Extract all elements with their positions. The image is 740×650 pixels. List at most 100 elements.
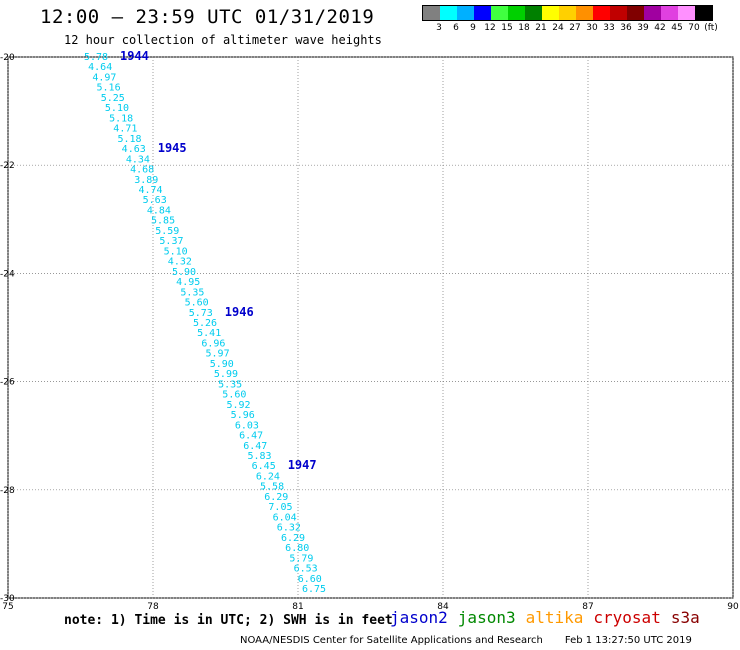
- mission-name: altika: [525, 608, 584, 627]
- wave-height-value: 4.97: [92, 72, 116, 83]
- wave-height-value: 5.26: [193, 318, 217, 329]
- legend-label: 21: [535, 23, 547, 33]
- legend-swatch: [474, 6, 491, 20]
- lon-tick-label: 90: [727, 602, 739, 612]
- wave-height-value: 5.85: [151, 216, 175, 227]
- wave-height-value: 5.83: [247, 451, 271, 462]
- wave-height-value: 5.18: [117, 134, 141, 145]
- wave-height-value: 4.68: [130, 165, 154, 176]
- wave-height-value: 4.64: [88, 62, 112, 73]
- legend-label: 30: [586, 23, 598, 33]
- legend-swatch: [423, 6, 440, 20]
- wave-height-value: 6.47: [239, 431, 263, 442]
- wave-height-value: 5.16: [97, 83, 121, 94]
- wave-height-value: 6.53: [294, 564, 318, 575]
- credit-line: NOAA/NESDIS Center for Satellite Applica…: [240, 635, 692, 646]
- legend-swatch: [695, 6, 712, 20]
- wave-height-value: 3.89: [134, 175, 158, 186]
- legend-label: 15: [501, 23, 513, 33]
- wave-height-value: 5.59: [155, 226, 179, 237]
- lon-tick-label: 75: [2, 602, 13, 612]
- legend-label: 6: [453, 23, 459, 33]
- wave-height-value: 6.29: [281, 533, 305, 544]
- legend-swatch: [457, 6, 474, 20]
- wave-height-value: 5.60: [222, 390, 246, 401]
- wave-height-value: 5.90: [172, 267, 196, 278]
- wave-height-value: 6.75: [302, 584, 326, 595]
- lat-tick-label: -24: [0, 269, 15, 279]
- lat-tick-label: -30: [0, 594, 15, 604]
- wave-height-value: 5.60: [185, 298, 209, 309]
- wave-height-value: 6.45: [252, 461, 276, 472]
- wave-height-value: 5.35: [180, 287, 204, 298]
- generated-timestamp: Feb 1 13:27:50 UTC 2019: [564, 635, 692, 646]
- legend-swatch: [661, 6, 678, 20]
- wave-height-value: 7.05: [268, 502, 292, 513]
- wave-height-value: 6.47: [243, 441, 267, 452]
- legend-labels: 3 6 9 12 15 18 21 24 27 30 33 36 39 42 45 70 (ft): [422, 21, 718, 35]
- wave-height-legend: 3 6 9 12 15 18 21 24 27 30 33 36 39 42 45 70 (ft): [422, 5, 718, 35]
- legend-label: 36: [620, 23, 632, 33]
- lat-tick-label: -26: [0, 378, 15, 388]
- footer-note: note: 1) Time is in UTC; 2) SWH is in fe…: [64, 613, 393, 628]
- wave-height-value: 4.84: [147, 205, 171, 216]
- legend-swatch: [491, 6, 508, 20]
- wave-height-value: 5.37: [159, 236, 183, 247]
- legend-label: 12: [484, 23, 496, 33]
- wave-height-value: 6.03: [235, 420, 259, 431]
- wave-height-value: 5.96: [231, 410, 255, 421]
- wave-height-value: 6.32: [277, 523, 301, 534]
- map-subtitle: 12 hour collection of altimeter wave hei…: [64, 33, 382, 47]
- pass-time-label: 1947: [288, 458, 317, 472]
- wave-height-value: 5.18: [109, 113, 133, 124]
- mission-name: s3a: [670, 608, 700, 627]
- pass-time-label: 1945: [158, 141, 187, 155]
- legend-label: 42: [654, 23, 666, 33]
- wave-height-value: 6.29: [264, 492, 288, 503]
- wave-height-value: 6.80: [285, 543, 309, 554]
- map-title: 12:00 — 23:59 UTC 01/31/2019: [40, 6, 375, 28]
- lon-tick-label: 81: [292, 602, 303, 612]
- pass-time-label: 1946: [225, 305, 254, 319]
- legend-swatch: [559, 6, 576, 20]
- wave-height-value: 5.78: [84, 52, 108, 63]
- legend-label: 27: [569, 23, 581, 33]
- mission-name: cryosat: [593, 608, 661, 627]
- wave-height-value: 4.74: [138, 185, 162, 196]
- legend-swatch: [593, 6, 610, 20]
- legend-swatch: [627, 6, 644, 20]
- legend-label: 33: [603, 23, 615, 33]
- legend-label: 39: [637, 23, 649, 33]
- legend-label: 24: [552, 23, 564, 33]
- wave-height-value: 5.41: [197, 328, 221, 339]
- wave-height-value: 5.63: [143, 195, 167, 206]
- wave-height-value: 6.04: [273, 512, 297, 523]
- legend-label: (ft): [704, 23, 718, 33]
- lat-tick-label: -22: [0, 161, 15, 171]
- wave-height-value: 6.24: [256, 471, 280, 482]
- legend-label: 9: [470, 23, 476, 33]
- legend-label: 45: [671, 23, 683, 33]
- wave-height-value: 4.71: [113, 124, 137, 135]
- mission-name: jason3: [457, 608, 516, 627]
- legend-swatch: [542, 6, 559, 20]
- lat-tick-label: -28: [0, 486, 15, 496]
- mission-name: jason2: [390, 608, 448, 627]
- wave-height-value: 6.60: [298, 574, 322, 585]
- wave-height-value: 5.79: [289, 553, 313, 564]
- legend-swatch: [508, 6, 525, 20]
- lon-tick-label: 84: [437, 602, 449, 612]
- lon-tick-label: 87: [582, 602, 593, 612]
- wave-height-value: 5.99: [214, 369, 238, 380]
- legend-swatch: [576, 6, 593, 20]
- legend-label: 70: [688, 23, 700, 33]
- wave-height-value: 5.97: [206, 349, 230, 360]
- wave-height-value: 5.35: [218, 379, 242, 390]
- legend-swatch: [610, 6, 627, 20]
- wave-height-value: 4.34: [126, 154, 150, 165]
- wave-height-value: 4.32: [168, 257, 192, 268]
- legend-swatch: [678, 6, 695, 20]
- wave-height-value: 5.58: [260, 482, 284, 493]
- wave-height-value: 5.90: [210, 359, 234, 370]
